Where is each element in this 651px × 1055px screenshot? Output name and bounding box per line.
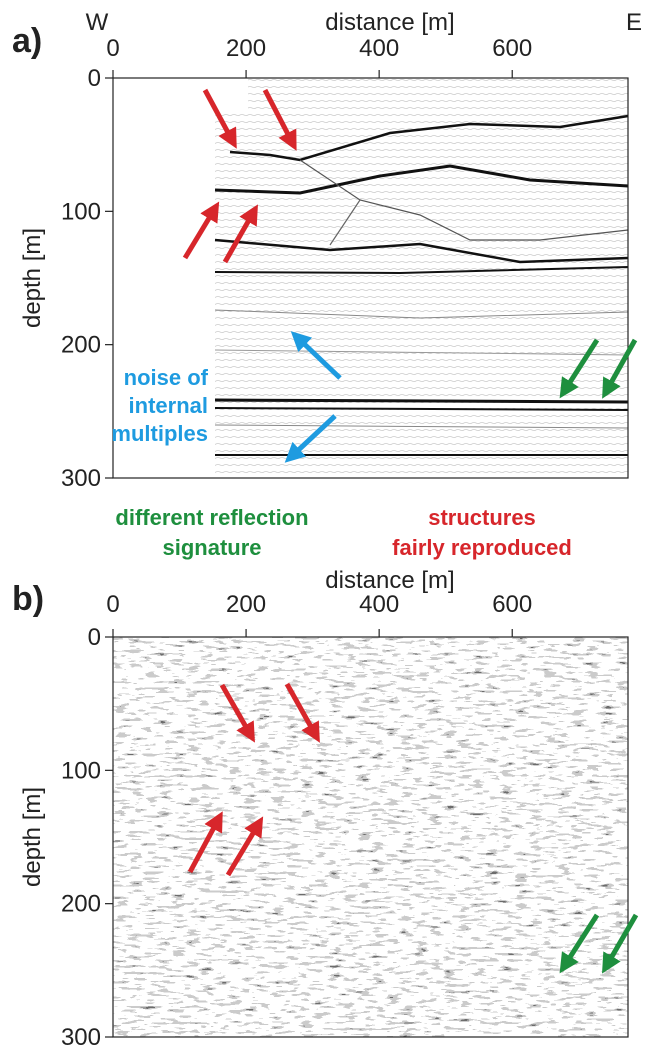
annotation: multiples — [111, 421, 208, 446]
arrow — [187, 811, 223, 874]
x-axis-title: distance [m] — [325, 9, 454, 36]
direction-label: W — [86, 9, 109, 36]
y-axis-title: depth [m] — [19, 787, 46, 887]
arrow — [602, 338, 638, 399]
arrow — [290, 331, 342, 380]
direction-label: E — [626, 9, 642, 36]
arrow — [262, 88, 297, 151]
annotation: structures — [428, 505, 536, 530]
arrow — [225, 816, 264, 877]
panel-label: b) — [12, 580, 44, 618]
arrow — [601, 913, 639, 974]
y-tick-label: 0 — [88, 624, 101, 651]
arrow — [182, 201, 220, 260]
annotation: fairly reproduced — [392, 535, 572, 560]
x-tick-label: 600 — [492, 591, 532, 618]
x-tick-label: 200 — [226, 35, 266, 62]
y-tick-label: 100 — [61, 757, 101, 784]
seismic-section-a — [214, 78, 629, 478]
y-tick-label: 0 — [88, 65, 101, 92]
x-tick-label: 0 — [106, 591, 119, 618]
y-tick-label: 200 — [61, 332, 101, 359]
y-tick-label: 300 — [61, 1024, 101, 1050]
x-tick-label: 600 — [492, 35, 532, 62]
x-tick-label: 0 — [106, 35, 119, 62]
arrow — [222, 204, 258, 264]
seismic-section-b — [113, 637, 628, 1037]
arrow — [284, 682, 320, 743]
y-tick-label: 100 — [61, 198, 101, 225]
y-tick-label: 200 — [61, 891, 101, 918]
plot-frame — [112, 77, 629, 479]
annotation: different reflection — [115, 505, 308, 530]
annotation: noise of — [124, 365, 209, 390]
y-axis-title: depth [m] — [19, 228, 46, 328]
y-tick-label: 300 — [61, 465, 101, 492]
annotation: internal — [129, 393, 208, 418]
arrow — [284, 414, 337, 463]
x-tick-label: 400 — [359, 35, 399, 62]
arrow — [559, 338, 600, 399]
x-tick-label: 200 — [226, 591, 266, 618]
x-tick-label: 400 — [359, 591, 399, 618]
annotation: signature — [162, 535, 261, 560]
arrow — [559, 913, 600, 974]
plot-frame — [112, 636, 629, 1038]
x-axis-title: distance [m] — [325, 567, 454, 594]
arrows — [182, 88, 639, 974]
arrow — [219, 683, 255, 743]
panel-label: a) — [12, 22, 42, 60]
arrow — [202, 88, 237, 149]
